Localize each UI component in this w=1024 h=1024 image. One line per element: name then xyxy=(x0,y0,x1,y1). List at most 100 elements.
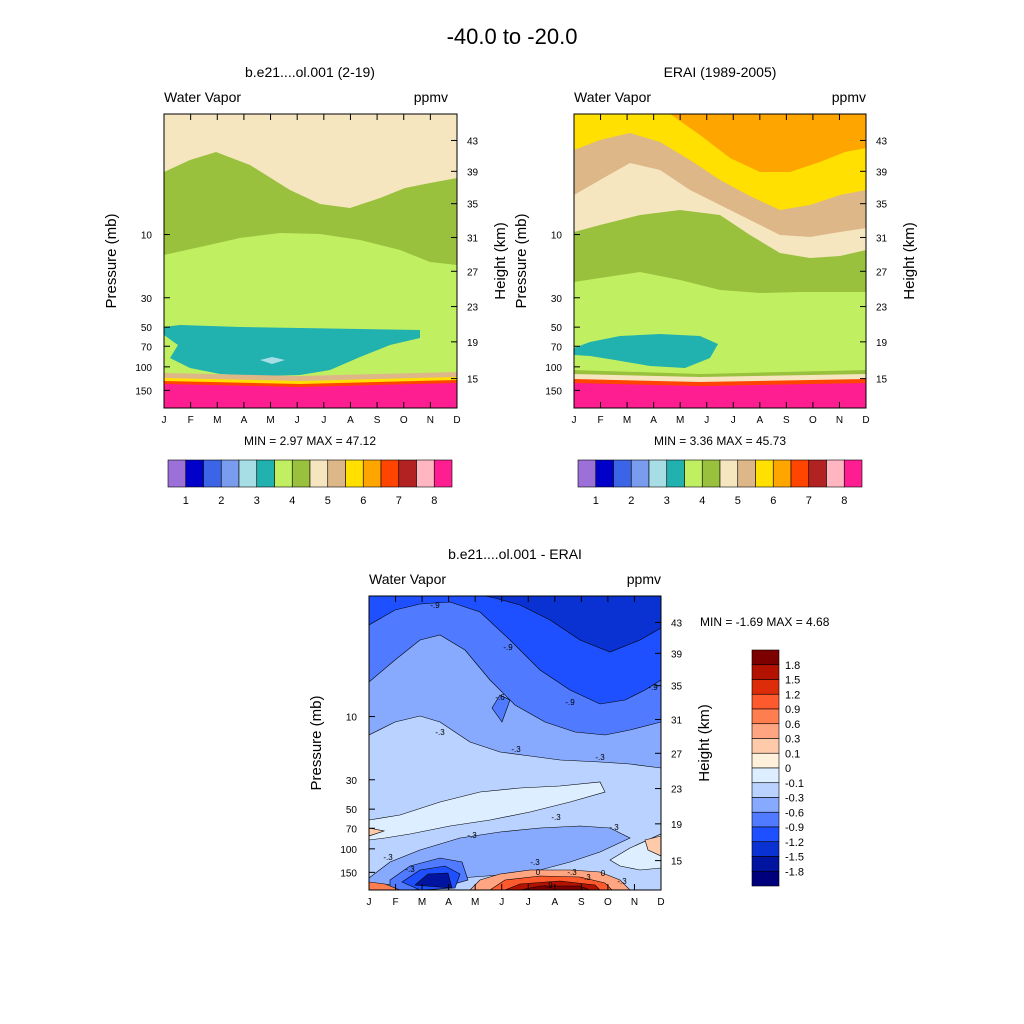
band-4-8 xyxy=(164,383,457,408)
colorbar-swatch xyxy=(185,459,204,488)
y-tick-label: 30 xyxy=(141,294,153,305)
colorbar-label: 4 xyxy=(289,495,295,507)
colorbar-swatch xyxy=(808,459,827,488)
y2-tick-label: 15 xyxy=(671,857,683,868)
stats: MIN = 2.97 MAX = 47.12 xyxy=(244,434,376,448)
x-tick-label: A xyxy=(551,897,558,908)
x-tick-label: M xyxy=(266,415,274,426)
x-tick-label: J xyxy=(526,897,531,908)
plot-frame xyxy=(368,595,662,891)
contour-labels: -.9 -.9 -.9 -.9 -.6 -.3 -.3 -.3 -.3 -.3 … xyxy=(383,601,658,890)
y-tick-label: 150 xyxy=(135,386,152,397)
x-tick-label: J xyxy=(731,415,736,426)
y-tick-label: 30 xyxy=(346,776,358,787)
panel-title: b.e21....ol.001 - ERAI xyxy=(448,546,582,562)
colorbar-swatch xyxy=(751,870,780,887)
colorbar-swatch xyxy=(751,841,780,857)
variable-label: Water Vapor xyxy=(164,89,241,105)
colorbar-swatch xyxy=(751,693,780,710)
band-3-3.5 xyxy=(164,325,420,376)
contour-label: -.3 xyxy=(581,873,591,882)
colorbar-label: -1.2 xyxy=(785,837,804,849)
colorbar-label: 0.6 xyxy=(785,719,800,731)
colorbar-swatch xyxy=(238,459,258,488)
colorbar-swatch xyxy=(751,811,780,828)
x-tick-label: A xyxy=(347,415,354,426)
colorbar: 1 2 3 4 5 6 7 8 xyxy=(167,459,453,507)
colorbar-swatch xyxy=(751,782,780,798)
x-tick-label: M xyxy=(213,415,221,426)
colorbar-swatch xyxy=(751,664,780,680)
x-tick-label: N xyxy=(427,415,434,426)
colorbar-label: 1 xyxy=(183,495,189,507)
contour-fill xyxy=(369,596,661,890)
x-tick-label: J xyxy=(321,415,326,426)
colorbar-swatch xyxy=(648,459,668,488)
y2-tick-label: 43 xyxy=(467,136,479,147)
axis-ticks: J F M A M J J A S O N D 10 30 50 70 100 150 43 39 35 31 27 23 19… xyxy=(103,114,509,426)
colorbar-label: -0.3 xyxy=(785,793,804,805)
y-tick-label: 50 xyxy=(551,323,563,334)
x-tick-label: S xyxy=(374,415,381,426)
panel-difference: b.e21....ol.001 - ERAI Water Vapor ppmv xyxy=(308,546,830,908)
y2-tick-label: 43 xyxy=(876,136,888,147)
x-tick-label: J xyxy=(704,415,709,426)
colorbar-swatch xyxy=(790,459,810,488)
panel-model: b.e21....ol.001 (2-19) Water Vapor ppmv … xyxy=(103,64,509,507)
y2-tick-label: 39 xyxy=(876,167,888,178)
colorbar-swatch xyxy=(398,459,417,488)
x-tick-label: N xyxy=(836,415,843,426)
y2-tick-label: 23 xyxy=(467,303,479,314)
y2-tick-label: 23 xyxy=(671,785,683,796)
x-tick-label: M xyxy=(676,415,684,426)
x-tick-label: J xyxy=(367,897,372,908)
colorbar-label: 3 xyxy=(254,495,260,507)
colorbar-swatch xyxy=(630,459,650,488)
colorbar-label: 0.3 xyxy=(785,734,800,746)
colorbar-label: -0.9 xyxy=(785,822,804,834)
x-tick-label: A xyxy=(241,415,248,426)
unit-label: ppmv xyxy=(627,571,661,587)
level--0.9-inset xyxy=(491,694,511,723)
x-tick-label: D xyxy=(453,415,460,426)
colorbar-label: 4 xyxy=(699,495,705,507)
colorbar-label: 0 xyxy=(785,763,791,775)
x-tick-label: J xyxy=(295,415,300,426)
colorbar-label: 2 xyxy=(628,495,634,507)
x-tick-label: J xyxy=(572,415,577,426)
stats: MIN = 3.36 MAX = 45.73 xyxy=(654,434,786,448)
colorbar-label: 6 xyxy=(770,495,776,507)
colorbar-label: -0.1 xyxy=(785,778,804,790)
y2-tick-label: 19 xyxy=(671,820,683,831)
y-axis-title: Pressure (mb) xyxy=(308,695,325,790)
y-tick-label: 10 xyxy=(551,231,563,242)
colorbar-label: 7 xyxy=(396,495,402,507)
contour-label: 0 xyxy=(601,869,606,878)
stats: MIN = -1.69 MAX = 4.68 xyxy=(700,615,830,629)
contour-label: -.6 xyxy=(495,693,505,702)
level--1.5 xyxy=(484,596,661,653)
colorbar-swatch xyxy=(751,856,780,872)
contour-label: -.9 xyxy=(430,601,440,610)
colorbar-swatch xyxy=(613,459,632,488)
level-0.6-left-bottom xyxy=(369,881,401,890)
x-tick-label: F xyxy=(188,415,194,426)
colorbar-label: -0.6 xyxy=(785,807,804,819)
colorbar-swatch xyxy=(595,459,614,488)
colorbar-swatch xyxy=(751,708,780,725)
y-tick-label: 70 xyxy=(346,824,358,835)
colorbar-swatch xyxy=(751,679,780,695)
colorbar-swatch xyxy=(666,459,685,488)
contour-label: -.9 xyxy=(543,881,553,890)
colorbar-swatch xyxy=(772,459,792,488)
contour-label: -.3 xyxy=(617,877,627,886)
x-tick-label: O xyxy=(400,415,408,426)
y-tick-label: 100 xyxy=(545,363,562,374)
colorbar-label: 1.5 xyxy=(785,675,800,687)
colorbar-label: 6 xyxy=(360,495,366,507)
colorbar-swatch xyxy=(345,459,364,488)
y2-tick-label: 39 xyxy=(671,649,683,660)
x-tick-label: N xyxy=(631,897,638,908)
x-tick-label: O xyxy=(604,897,612,908)
